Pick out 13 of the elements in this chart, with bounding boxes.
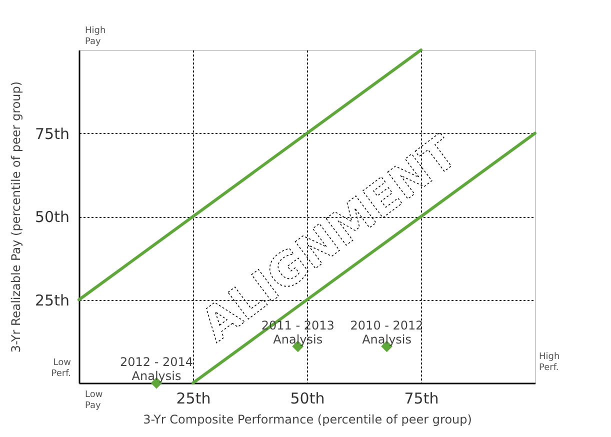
x-axis-title: 3-Yr Composite Performance (percentile of peer group) [143, 412, 472, 426]
text: High Pay [85, 26, 106, 47]
y-tick-label: 75th [35, 124, 70, 143]
y-axis-title: 3-Yr Realizable Pay (percentile of peer group) [9, 81, 24, 353]
x-tick-label: 50th [290, 390, 325, 408]
y-tick-label: 25th [35, 291, 70, 310]
text: Low Perf. [51, 358, 71, 379]
y-tick-label: 50th [35, 208, 70, 226]
text: High Perf. [539, 352, 560, 373]
x-tick-label: 75th [404, 390, 439, 408]
x-tick-label: 25th [176, 390, 211, 408]
annotation: 2012 - 2014 Analysis [120, 355, 194, 383]
text: Low Pay [85, 390, 103, 411]
